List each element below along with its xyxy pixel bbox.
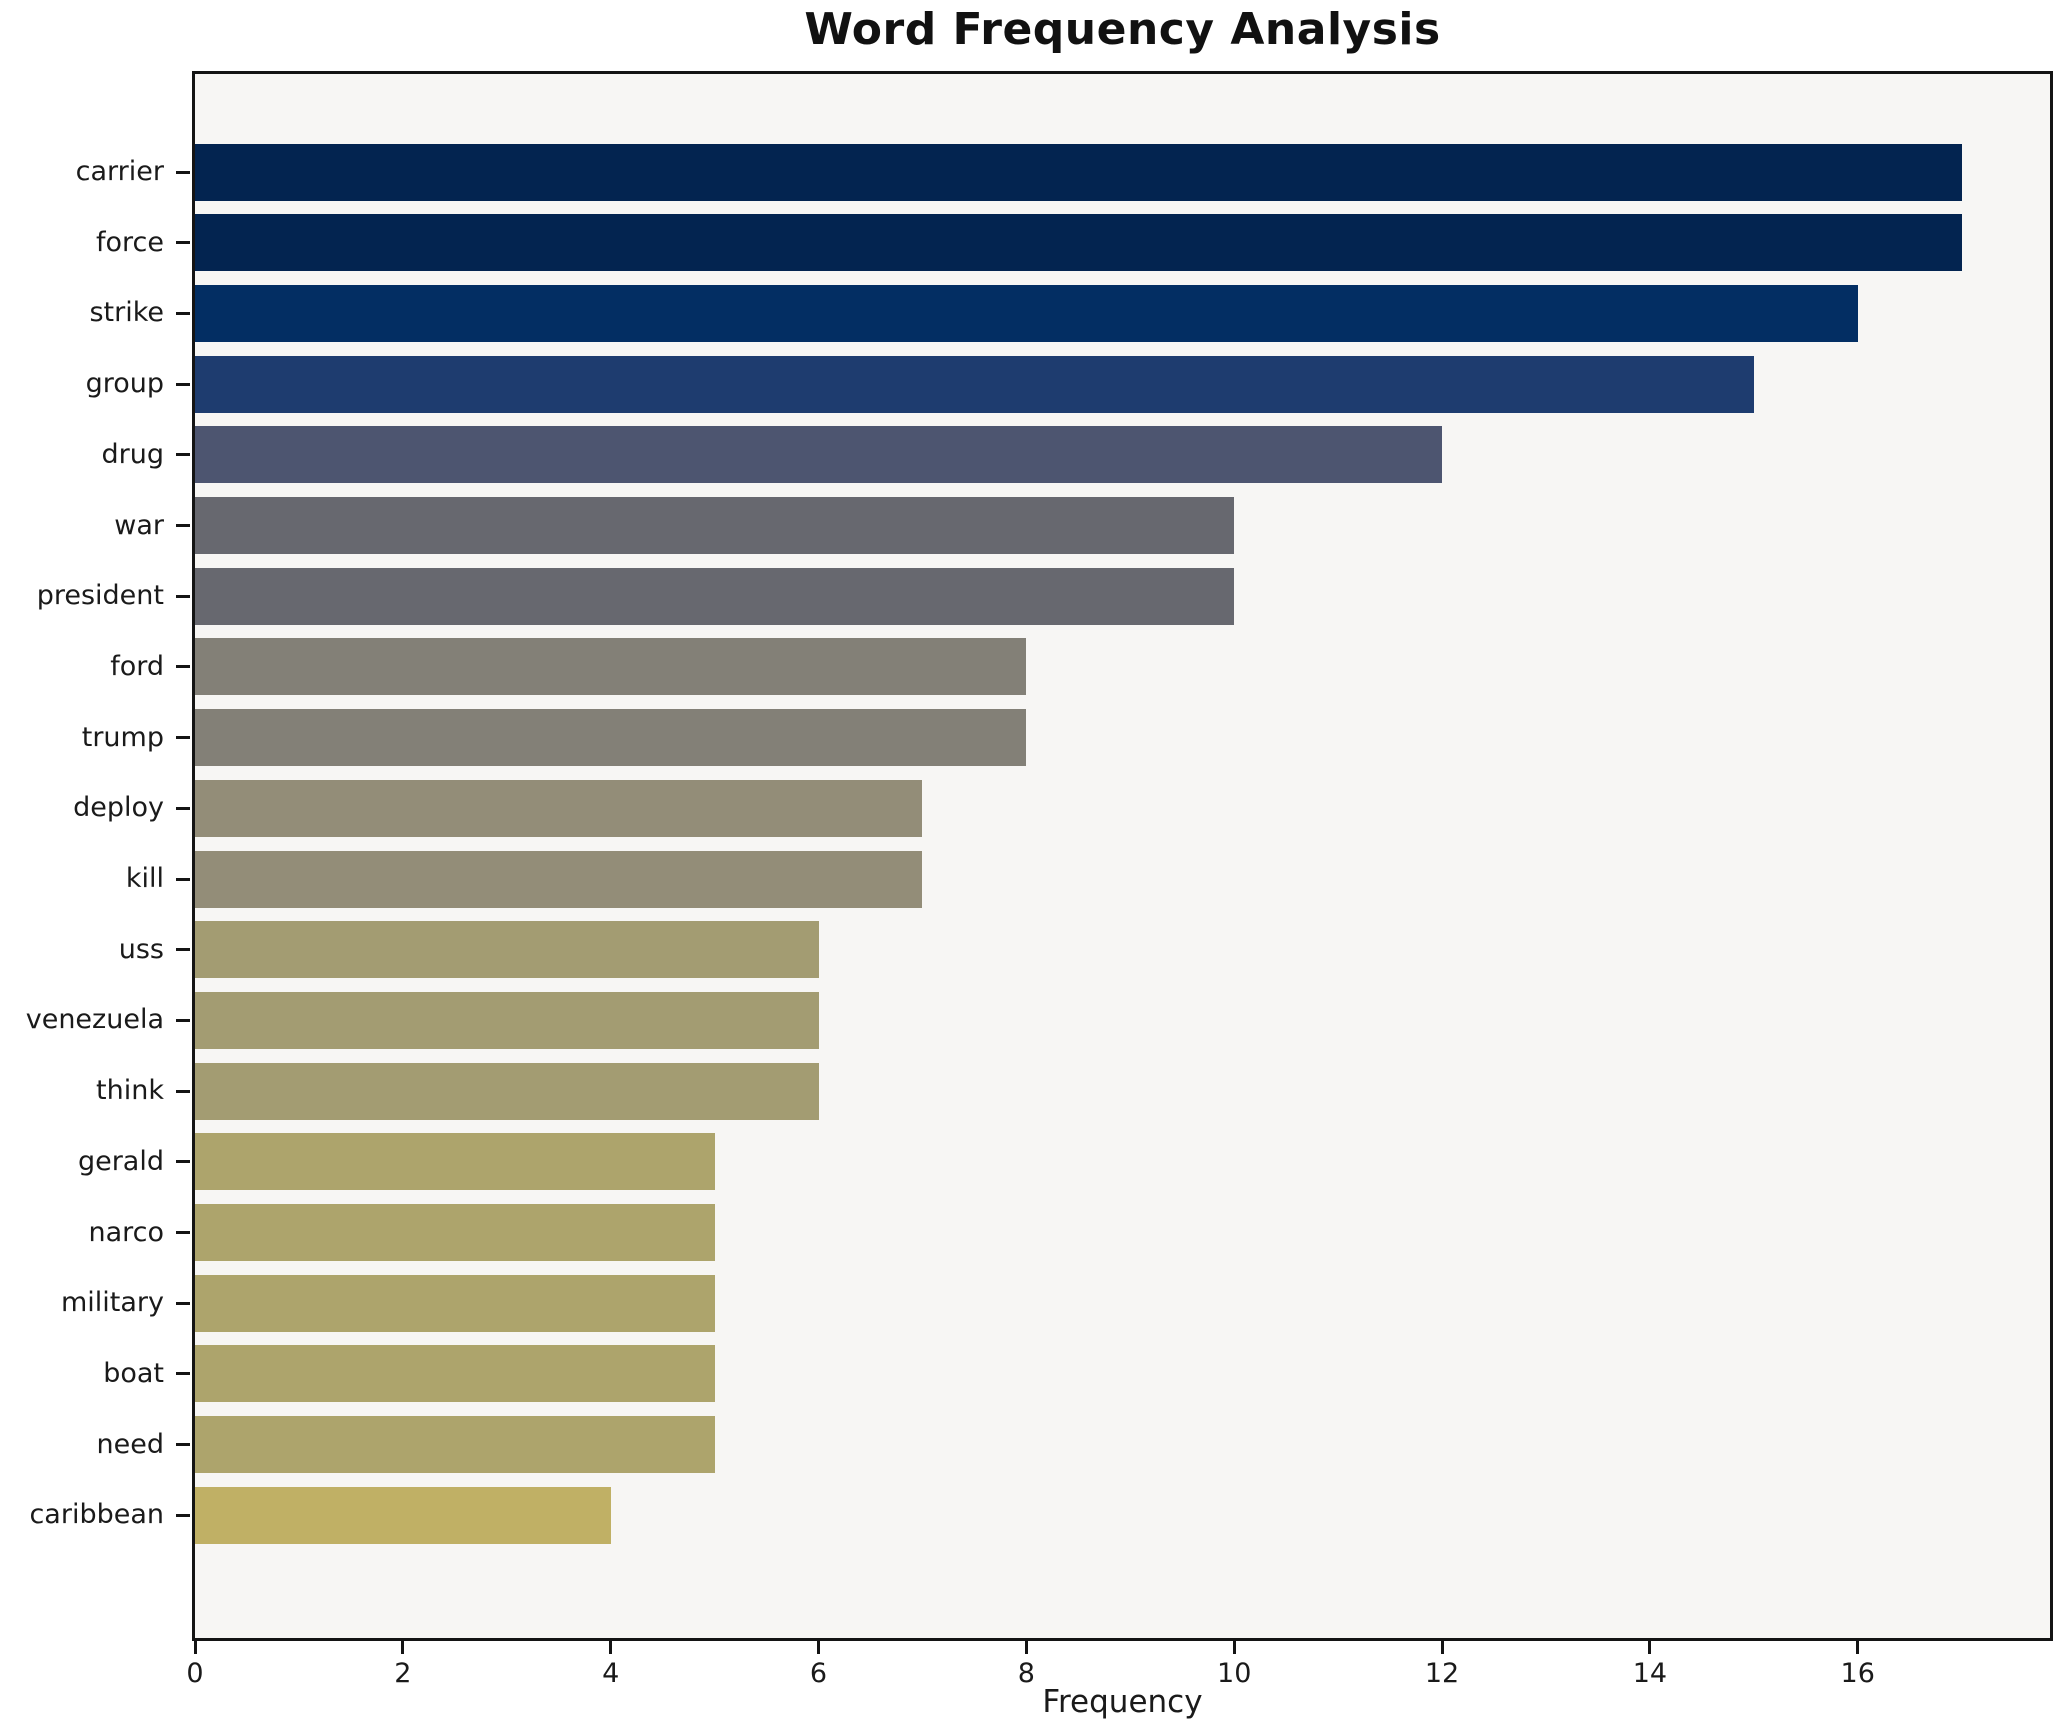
- ytick-mark: [176, 594, 190, 598]
- ytick-label-kill: kill: [125, 863, 164, 894]
- ytick-mark: [176, 736, 190, 740]
- ytick-label-military: military: [60, 1287, 164, 1319]
- chart-title: Word Frequency Analysis: [804, 4, 1441, 55]
- bar-group: [195, 355, 1754, 413]
- ytick-label-ford: ford: [110, 650, 164, 682]
- ytick-label-caribbean: caribbean: [29, 1499, 164, 1531]
- ytick-mark: [176, 524, 190, 527]
- bar-strike: [195, 284, 1858, 342]
- xtick-mark: [609, 1641, 613, 1654]
- ytick-label-gerald: gerald: [77, 1145, 164, 1177]
- xtick-label-6: 6: [809, 1658, 828, 1689]
- ytick-label-force: force: [96, 226, 164, 258]
- bar-gerald: [195, 1133, 715, 1191]
- xtick-mark: [817, 1641, 821, 1654]
- bar-need: [195, 1416, 715, 1474]
- xtick-mark: [1856, 1641, 1860, 1654]
- ytick-mark: [176, 382, 190, 386]
- ytick-label-boat: boat: [103, 1357, 164, 1389]
- ytick-mark: [176, 1089, 190, 1093]
- xtick-label-8: 8: [1017, 1658, 1035, 1689]
- ytick-mark: [176, 311, 190, 315]
- xtick-mark: [1648, 1641, 1652, 1654]
- xtick-label-0: 0: [186, 1658, 204, 1689]
- plot-area: [192, 71, 2053, 1641]
- ytick-label-strike: strike: [89, 297, 164, 329]
- ytick-mark: [176, 170, 190, 174]
- bar-trump: [195, 709, 1027, 767]
- ytick-label-group: group: [85, 368, 164, 400]
- xtick-mark: [401, 1641, 405, 1654]
- ytick-label-drug: drug: [101, 438, 165, 470]
- ytick-label-trump: trump: [81, 721, 164, 753]
- xtick-label-16: 16: [1840, 1658, 1875, 1689]
- xtick-label-10: 10: [1217, 1658, 1252, 1689]
- xtick-mark: [193, 1641, 197, 1654]
- bar-ford: [195, 638, 1027, 696]
- ytick-mark: [176, 1513, 190, 1517]
- ytick-mark: [176, 1231, 190, 1234]
- bar-military: [195, 1274, 715, 1332]
- bar-carrier: [195, 143, 1962, 201]
- ytick-mark: [176, 1018, 190, 1022]
- ytick-label-war: war: [114, 509, 164, 541]
- ytick-mark: [176, 665, 190, 669]
- ytick-mark: [176, 1160, 190, 1164]
- ytick-label-think: think: [96, 1075, 164, 1107]
- ytick-mark: [176, 241, 190, 245]
- ytick-label-need: need: [96, 1428, 164, 1460]
- xtick-label-2: 2: [394, 1658, 412, 1689]
- xtick-label-12: 12: [1424, 1658, 1460, 1689]
- xtick-mark: [1440, 1641, 1444, 1654]
- bar-president: [195, 567, 1235, 625]
- x-axis-label: Frequency: [1042, 1684, 1203, 1720]
- bar-narco: [195, 1204, 715, 1261]
- ytick-label-narco: narco: [88, 1216, 164, 1248]
- xtick-mark: [1232, 1641, 1236, 1654]
- bar-think: [195, 1062, 819, 1120]
- ytick-mark: [176, 948, 190, 952]
- ytick-mark: [176, 1301, 190, 1305]
- bar-boat: [195, 1345, 715, 1403]
- ytick-label-carrier: carrier: [75, 156, 164, 187]
- ytick-mark: [176, 453, 190, 457]
- bar-force: [195, 214, 1962, 272]
- ytick-label-president: president: [36, 580, 164, 612]
- bar-caribbean: [195, 1486, 611, 1544]
- bar-uss: [195, 921, 819, 979]
- ytick-label-venezuela: venezuela: [25, 1004, 164, 1036]
- ytick-mark: [176, 877, 190, 881]
- bar-venezuela: [195, 991, 819, 1049]
- xtick-label-4: 4: [602, 1658, 620, 1689]
- bar-kill: [195, 850, 923, 908]
- ytick-mark: [176, 1443, 190, 1447]
- ytick-mark: [176, 806, 190, 810]
- xtick-mark: [1024, 1641, 1028, 1654]
- ytick-mark: [176, 1372, 190, 1376]
- ytick-label-deploy: deploy: [73, 792, 164, 824]
- bar-war: [195, 497, 1235, 554]
- xtick-label-14: 14: [1632, 1658, 1668, 1689]
- bar-drug: [195, 426, 1443, 484]
- bar-deploy: [195, 779, 923, 837]
- ytick-label-uss: uss: [118, 933, 164, 965]
